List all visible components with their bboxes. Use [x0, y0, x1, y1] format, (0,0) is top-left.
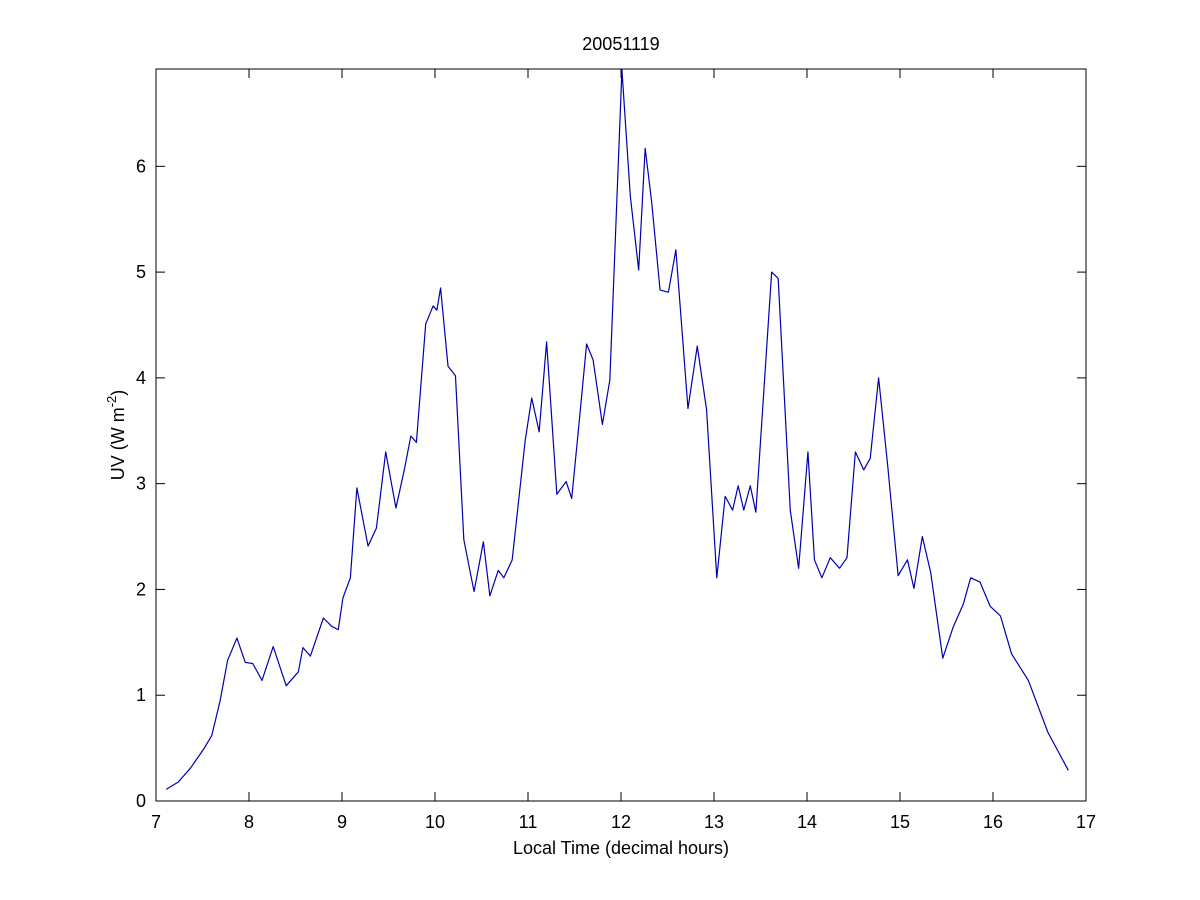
y-label-text: UV (W m: [108, 407, 128, 480]
x-axis-label: Local Time (decimal hours): [513, 838, 729, 858]
x-tick-label: 9: [337, 812, 347, 832]
x-tick-label: 11: [519, 812, 538, 832]
data-line: [165, 69, 1069, 790]
y-tick-label: 3: [136, 474, 146, 494]
y-tick-label: 0: [136, 791, 146, 811]
x-tick-label: 13: [704, 812, 724, 832]
chart-title: 20051119: [582, 34, 659, 54]
x-tick-label: 10: [425, 812, 445, 832]
x-tick-label: 15: [890, 812, 910, 832]
x-tick-label: 14: [797, 812, 817, 832]
x-tick-label: 7: [151, 812, 161, 832]
x-tick-label: 17: [1076, 812, 1096, 832]
plot-frame: [155, 68, 1087, 802]
y-tick-label: 2: [136, 579, 146, 599]
y-axis-label: UV (W m-2): [104, 390, 128, 481]
y-tick-label: 5: [136, 262, 146, 282]
y-tick-label: 4: [136, 368, 146, 388]
x-tick-label: 8: [244, 812, 254, 832]
y-label-sup: -2: [104, 396, 119, 408]
y-tick-label: 6: [136, 156, 146, 176]
x-tick-label: 16: [983, 812, 1003, 832]
x-tick-label: 12: [611, 812, 631, 832]
y-tick-label: 1: [136, 685, 146, 705]
y-label-end: ): [108, 390, 128, 396]
